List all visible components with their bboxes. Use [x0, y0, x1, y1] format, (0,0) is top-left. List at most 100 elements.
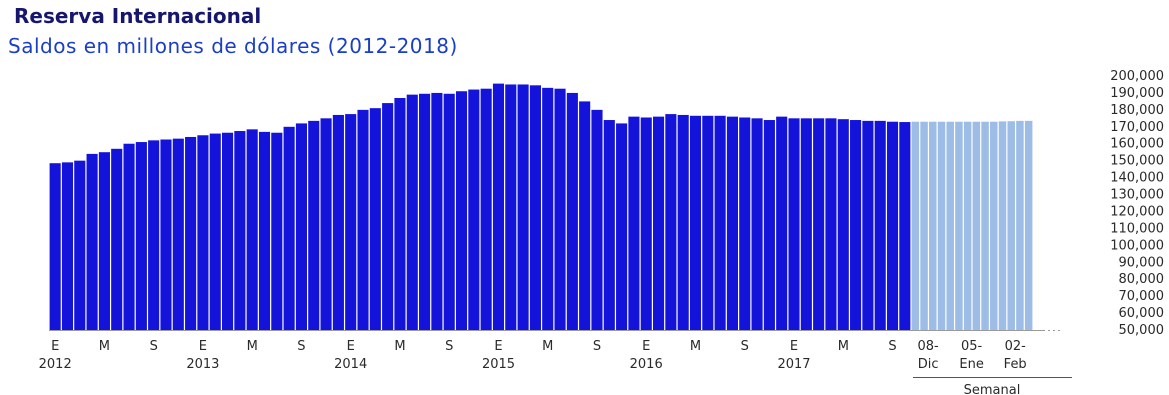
bar-weekly — [920, 121, 928, 330]
bar-monthly — [492, 83, 505, 331]
x-month-label: S — [297, 339, 305, 354]
bar-monthly — [616, 123, 628, 330]
x-month-label: M — [542, 339, 553, 354]
x-month-label: E — [199, 339, 207, 354]
x-axis: E M S E M S E M S E M S E M S E M S 2012 2013 2014 2015 2016 20… — [39, 330, 1072, 395]
x-month-label: E — [347, 339, 355, 354]
bar-monthly — [160, 139, 172, 330]
bar-weekly — [972, 121, 981, 330]
x-month-label: M — [99, 339, 110, 354]
bar-weekly — [963, 121, 972, 330]
bar-monthly — [357, 109, 369, 331]
bar-monthly — [739, 117, 751, 331]
bar-monthly — [345, 114, 357, 330]
bar-monthly — [862, 120, 874, 331]
bar-monthly — [283, 126, 295, 330]
bar-weekly — [990, 121, 998, 330]
x-month-label: M — [690, 339, 701, 354]
bar-monthly — [689, 115, 702, 330]
x-week-month-label: Dic — [918, 357, 939, 372]
bar-monthly — [788, 118, 800, 330]
x-year-label: 2015 — [482, 357, 515, 372]
x-month-label: S — [888, 339, 896, 354]
x-month-label: S — [593, 339, 601, 354]
bar-monthly — [209, 133, 221, 330]
bar-weekly — [955, 121, 963, 330]
bar-weekly — [1007, 121, 1015, 331]
bar-monthly — [197, 135, 209, 330]
bar-monthly — [382, 103, 394, 330]
bar-monthly — [837, 119, 849, 331]
bar-monthly — [566, 92, 578, 331]
x-month-label: E — [790, 339, 798, 354]
y-tick-label: 80,000 — [1119, 272, 1165, 287]
y-tick-label: 120,000 — [1110, 205, 1164, 220]
x-year-label: 2013 — [186, 357, 219, 372]
bar-weekly — [937, 121, 946, 330]
bar-monthly — [443, 93, 455, 330]
x-week-day-label: 08- — [917, 339, 939, 354]
x-month-label: S — [445, 339, 453, 354]
bar-monthly — [825, 118, 837, 330]
bar-monthly — [246, 129, 258, 330]
weekly-bars — [911, 120, 1033, 331]
bar-monthly — [419, 93, 431, 330]
bar-monthly — [665, 114, 677, 330]
y-tick-label: 130,000 — [1110, 188, 1164, 203]
bar-weekly — [981, 121, 989, 330]
bar-monthly — [406, 94, 418, 330]
bar-weekly — [929, 121, 937, 330]
bar-monthly — [271, 132, 283, 330]
bar-weekly — [998, 121, 1007, 330]
bar-monthly — [480, 88, 492, 330]
bar-weekly — [1016, 120, 1024, 331]
bar-monthly — [98, 152, 110, 330]
bar-weekly — [946, 121, 954, 330]
bar-monthly — [185, 136, 197, 330]
bar-monthly — [813, 118, 825, 330]
bar-monthly — [800, 118, 812, 330]
bar-monthly — [431, 92, 443, 331]
x-year-label: 2016 — [630, 357, 663, 372]
bar-monthly — [529, 85, 541, 330]
bar-monthly — [640, 117, 652, 331]
x-month-label: M — [247, 339, 258, 354]
x-month-label: E — [494, 339, 502, 354]
y-tick-label: 60,000 — [1119, 306, 1165, 321]
y-tick-label: 100,000 — [1110, 238, 1164, 253]
bar-monthly — [172, 138, 184, 330]
bar-weekly — [911, 121, 920, 330]
bar-monthly — [111, 148, 123, 330]
y-tick-label: 140,000 — [1110, 171, 1164, 186]
x-month-label: S — [150, 339, 158, 354]
chart-subtitle: Saldos en millones de dólares (2012-2018… — [8, 34, 458, 58]
y-tick-label: 90,000 — [1119, 255, 1165, 270]
bar-monthly — [702, 115, 714, 330]
x-year-label: 2014 — [334, 357, 367, 372]
y-axis: 200,000 190,000 180,000 170,000 160,000 150,0… — [1110, 69, 1164, 338]
y-tick-label: 160,000 — [1110, 137, 1164, 152]
y-tick-label: 180,000 — [1110, 103, 1164, 118]
x-week-month-label: Feb — [1004, 357, 1027, 372]
bar-monthly — [234, 131, 246, 330]
bar-monthly — [332, 114, 344, 330]
bar-monthly — [123, 143, 135, 330]
bar-monthly — [763, 120, 775, 330]
y-tick-label: 150,000 — [1110, 154, 1164, 169]
x-week-day-label: 05- — [961, 339, 983, 354]
bar-monthly — [579, 101, 591, 331]
x-month-label: E — [642, 339, 650, 354]
bar-monthly — [86, 153, 98, 330]
x-week-month-label: Ene — [959, 357, 983, 372]
bar-monthly — [726, 116, 738, 330]
bar-monthly — [628, 116, 640, 330]
bar-monthly — [899, 122, 911, 330]
bar-monthly — [468, 89, 480, 330]
bar-monthly — [591, 109, 603, 331]
bar-monthly — [308, 120, 320, 331]
bar-monthly — [369, 108, 381, 330]
bar-monthly — [222, 132, 234, 330]
bar-monthly — [61, 162, 74, 330]
y-tick-label: 110,000 — [1110, 221, 1164, 236]
